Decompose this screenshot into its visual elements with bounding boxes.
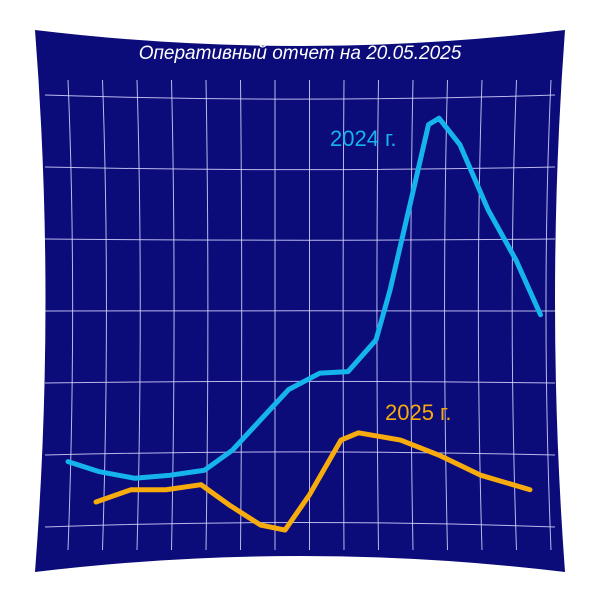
line: [93, 430, 533, 533]
grid-line: [274, 79, 276, 551]
grid-line: [205, 79, 209, 551]
grid-line: [171, 79, 175, 551]
grid-line: [44, 451, 556, 456]
grid-line: [410, 79, 414, 551]
grid-line: [511, 79, 517, 551]
grid-line: [342, 79, 345, 551]
grid-line: [240, 79, 243, 551]
series-label: 2024 г.: [330, 126, 397, 151]
panel: [35, 30, 565, 572]
grid-line: [44, 94, 556, 100]
grid: [44, 79, 556, 551]
grid-line: [477, 79, 483, 551]
grid-line: [102, 79, 107, 551]
line: [65, 115, 543, 481]
grid-line: [444, 79, 448, 551]
grid-line: [376, 79, 379, 551]
grid-line: [545, 79, 552, 551]
series-label: 2025 г.: [385, 400, 452, 425]
grid-line: [44, 521, 556, 528]
grid-line: [136, 79, 141, 551]
grid-line: [44, 238, 556, 241]
grid-line: [44, 166, 556, 171]
grid-line: [67, 79, 74, 551]
chart-title: Оперативный отчет на 20.05.2025: [139, 43, 462, 64]
